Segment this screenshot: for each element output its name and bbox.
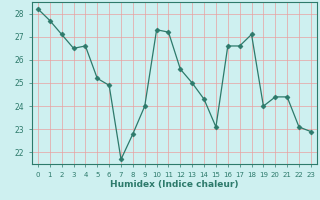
X-axis label: Humidex (Indice chaleur): Humidex (Indice chaleur)	[110, 180, 239, 189]
